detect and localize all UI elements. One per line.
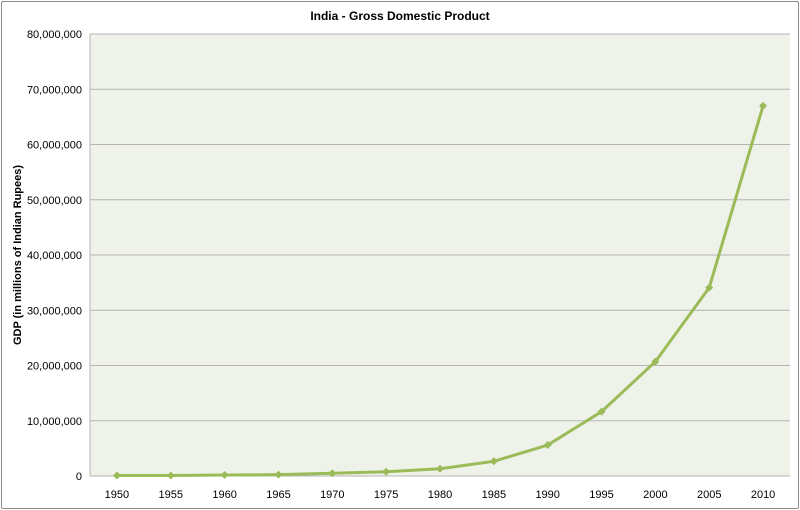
y-tick-label: 80,000,000 xyxy=(27,29,82,41)
data-point xyxy=(274,470,283,479)
data-point xyxy=(328,469,337,478)
x-tick-label: 1955 xyxy=(159,489,183,501)
x-tick-label: 1980 xyxy=(428,489,452,501)
x-tick-label: 1995 xyxy=(589,489,613,501)
data-point xyxy=(220,471,229,480)
data-point xyxy=(489,457,498,466)
x-tick-label: 2010 xyxy=(751,489,775,501)
data-point xyxy=(651,357,660,366)
y-tick-label: 40,000,000 xyxy=(27,250,82,262)
x-tick-label: 1950 xyxy=(105,489,129,501)
x-tick-label: 2000 xyxy=(643,489,667,501)
y-tick-label: 20,000,000 xyxy=(27,361,82,373)
data-point xyxy=(436,464,444,473)
y-tick-label: 70,000,000 xyxy=(27,84,82,96)
y-tick-label: 10,000,000 xyxy=(27,416,82,428)
data-point xyxy=(705,283,714,292)
data-point xyxy=(166,471,175,480)
y-axis-label: GDP (in millions of Indian Rupees) xyxy=(12,165,24,345)
x-tick-label: 1990 xyxy=(535,489,559,501)
x-tick-label: 1985 xyxy=(482,489,506,501)
data-point xyxy=(543,441,552,450)
y-tick-label: 0 xyxy=(76,471,82,483)
x-tick-label: 2005 xyxy=(697,489,721,501)
x-tick-label: 1975 xyxy=(374,489,398,501)
y-tick-label: 30,000,000 xyxy=(27,305,82,317)
x-tick-label: 1970 xyxy=(320,489,344,501)
data-point xyxy=(759,101,768,110)
y-tick-label: 60,000,000 xyxy=(27,140,82,152)
y-tick-label: 50,000,000 xyxy=(27,195,82,207)
data-point xyxy=(112,471,121,480)
chart-title: India - Gross Domestic Product xyxy=(310,9,489,23)
data-point xyxy=(382,467,391,476)
data-point xyxy=(597,407,606,416)
x-tick-label: 1965 xyxy=(266,489,290,501)
x-tick-label: 1960 xyxy=(212,489,236,501)
